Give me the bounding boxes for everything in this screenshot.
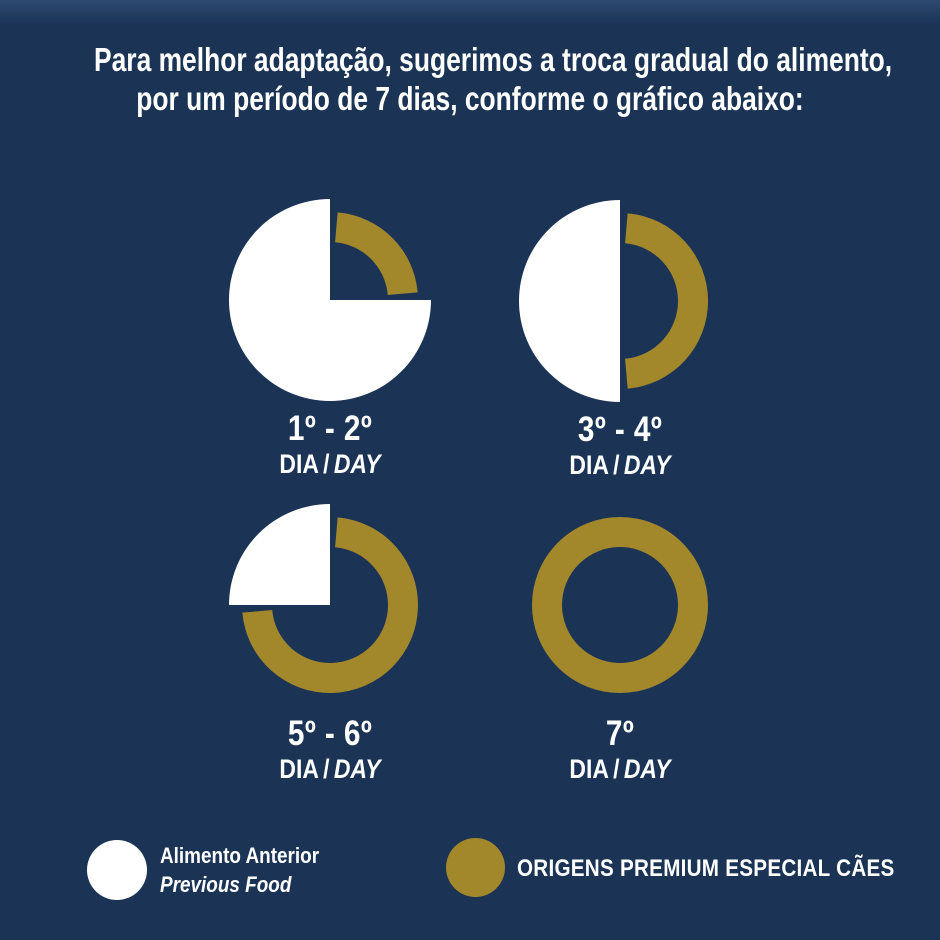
- title-line-1: Para melhor adaptação, sugerimos a troca…: [94, 41, 893, 78]
- slash-separator: /: [323, 754, 330, 784]
- day-range-label: 5º - 6º: [287, 714, 373, 753]
- pie-chart-day-3-4: [519, 200, 709, 402]
- chart-cell-day-1-2: 1º - 2º DIA / DAY: [185, 195, 475, 479]
- pie-chart-day-1-2: [229, 199, 431, 401]
- legend-label-previous-food: Alimento Anterior Previous Food: [160, 841, 319, 899]
- day-text: DAY: [333, 449, 381, 479]
- day-sublabel: DIA / DAY: [207, 449, 454, 479]
- day-text: DAY: [623, 754, 671, 784]
- dia-text: DIA: [569, 450, 609, 480]
- day-text: DAY: [623, 450, 671, 480]
- pie-chart-day-5-6: [229, 504, 418, 693]
- day-range-label: 7º: [605, 714, 635, 753]
- donut-chart-day-7: [532, 517, 708, 693]
- legend-swatch-new-food: [446, 838, 505, 897]
- legend-previous-food-pt: Alimento Anterior: [160, 843, 320, 868]
- day-range-label: 1º - 2º: [287, 409, 373, 448]
- chart-cell-day-7: 7º DIA / DAY: [475, 500, 765, 784]
- slash-separator: /: [323, 449, 330, 479]
- slash-separator: /: [613, 754, 620, 784]
- day-sublabel: DIA / DAY: [207, 754, 454, 784]
- chart-cell-day-3-4: 3º - 4º DIA / DAY: [475, 196, 765, 480]
- page-title: Para melhor adaptação, sugerimos a troca…: [94, 40, 893, 118]
- day-text: DAY: [333, 754, 381, 784]
- dia-text: DIA: [279, 754, 319, 784]
- title-line-2: por um período de 7 dias, conforme o grá…: [136, 80, 804, 117]
- day-sublabel: DIA / DAY: [497, 754, 744, 784]
- day-sublabel: DIA / DAY: [497, 450, 744, 480]
- legend-swatch-previous-food: [87, 840, 147, 900]
- legend-previous-food-en: Previous Food: [160, 872, 292, 897]
- day-range-label: 3º - 4º: [577, 410, 663, 449]
- chart-cell-day-5-6: 5º - 6º DIA / DAY: [185, 500, 475, 784]
- dia-text: DIA: [569, 754, 609, 784]
- dia-text: DIA: [279, 449, 319, 479]
- legend-label-new-food: ORIGENS PREMIUM ESPECIAL CÃES: [517, 855, 895, 882]
- slash-separator: /: [613, 450, 620, 480]
